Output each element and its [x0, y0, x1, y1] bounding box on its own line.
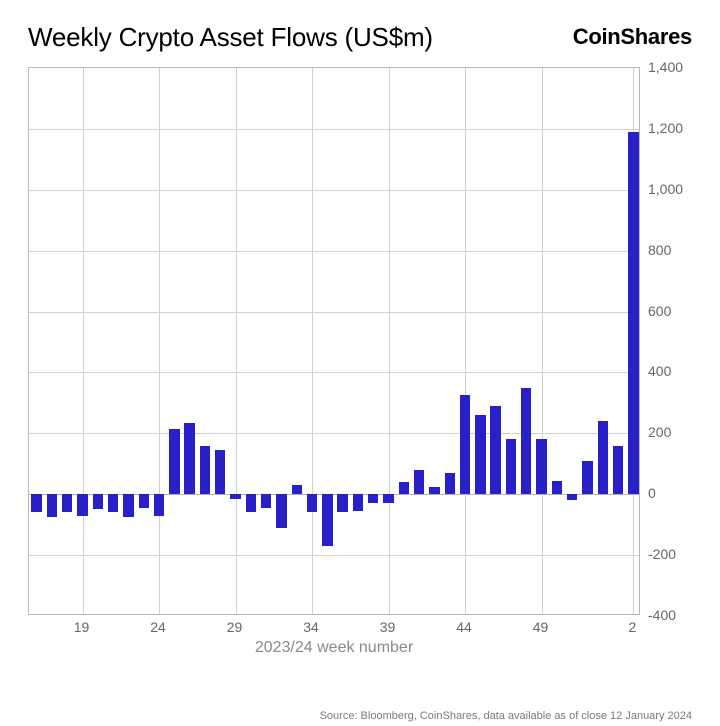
gridline-v	[159, 68, 160, 614]
bar	[215, 450, 225, 494]
bar	[123, 494, 133, 517]
bar	[47, 494, 57, 517]
bar	[154, 494, 164, 515]
plot-area	[28, 67, 640, 615]
x-tick-label: 34	[303, 619, 319, 635]
bar	[414, 470, 424, 494]
gridline-v	[312, 68, 313, 614]
bar	[628, 132, 638, 494]
x-axis-title: 2023/24 week number	[28, 639, 640, 657]
bar	[399, 482, 409, 494]
bar	[582, 461, 592, 494]
y-tick-label: -400	[648, 607, 676, 623]
bar	[200, 446, 210, 495]
bar	[521, 388, 531, 495]
bar	[292, 485, 302, 494]
x-tick-label: 24	[150, 619, 166, 635]
y-tick-label: 400	[648, 363, 671, 379]
gridline-h	[29, 555, 639, 556]
gridline-h	[29, 251, 639, 252]
bar	[598, 421, 608, 494]
x-tick-label: 19	[74, 619, 90, 635]
bar	[475, 415, 485, 494]
gridline-h	[29, 190, 639, 191]
gridline-v	[83, 68, 84, 614]
bar	[460, 395, 470, 494]
bar	[445, 473, 455, 494]
gridline-h	[29, 372, 639, 373]
chart-container: Weekly Crypto Asset Flows (US$m) CoinSha…	[0, 0, 720, 726]
gridline-h	[29, 312, 639, 313]
y-tick-label: 1,200	[648, 120, 683, 136]
y-tick-label: -200	[648, 546, 676, 562]
bar	[169, 429, 179, 494]
bar	[108, 494, 118, 512]
gridline-v	[389, 68, 390, 614]
x-axis-labels: 19 24 29 34 39 44 49 2	[28, 619, 640, 639]
bar	[93, 494, 103, 509]
bar	[230, 494, 240, 499]
bar	[77, 494, 87, 515]
zero-line	[29, 494, 639, 495]
bar	[613, 446, 623, 495]
bar	[62, 494, 72, 512]
bar	[536, 439, 546, 494]
y-tick-label: 1,400	[648, 59, 683, 75]
bar	[383, 494, 393, 503]
y-tick-label: 800	[648, 242, 671, 258]
brand-logo: CoinShares	[573, 24, 692, 50]
gridline-h	[29, 433, 639, 434]
chart-area: -400 -200 0 200 400 600 800 1,000 1,200 1,400 19 2…	[28, 61, 692, 651]
y-tick-label: 200	[648, 424, 671, 440]
gridline-h	[29, 129, 639, 130]
bar	[506, 439, 516, 494]
y-axis-labels: -400-20002004006008001,0001,2001,400	[644, 67, 692, 615]
bar	[337, 494, 347, 512]
source-text: Source: Bloomberg, CoinShares, data avai…	[320, 710, 692, 722]
y-tick-label: 0	[648, 485, 656, 501]
bar	[307, 494, 317, 512]
bar	[353, 494, 363, 511]
bar	[139, 494, 149, 508]
bar	[567, 494, 577, 500]
bar	[322, 494, 332, 546]
gridline-v	[236, 68, 237, 614]
bar	[552, 481, 562, 495]
bar	[368, 494, 378, 503]
bar	[276, 494, 286, 527]
bar	[31, 494, 41, 512]
y-tick-label: 600	[648, 303, 671, 319]
x-tick-label: 39	[380, 619, 396, 635]
bar	[246, 494, 256, 512]
bar	[429, 487, 439, 495]
x-tick-label: 44	[456, 619, 472, 635]
x-tick-label: 49	[533, 619, 549, 635]
gridline-v	[465, 68, 466, 614]
x-tick-label: 2	[628, 619, 636, 635]
bar	[184, 423, 194, 495]
x-tick-label: 29	[227, 619, 243, 635]
bar	[490, 406, 500, 494]
y-tick-label: 1,000	[648, 181, 683, 197]
chart-title: Weekly Crypto Asset Flows (US$m)	[28, 22, 433, 53]
header: Weekly Crypto Asset Flows (US$m) CoinSha…	[28, 22, 692, 53]
bar	[261, 494, 271, 508]
gridline-v	[542, 68, 543, 614]
